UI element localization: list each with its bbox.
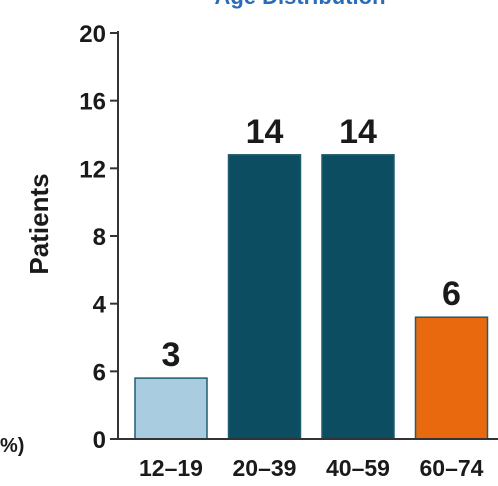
bar-40–59 xyxy=(321,154,395,440)
y-tick-label: 16 xyxy=(79,89,106,116)
x-tick-label: 12–19 xyxy=(139,455,203,481)
x-axis-tick-labels: 12–19 20–39 40–59 60–74 xyxy=(139,455,484,481)
y-axis-ticks: 0 6 4 8 12 16 20 xyxy=(79,21,118,454)
y-tick-label: 20 xyxy=(79,21,106,48)
bar-20–39 xyxy=(227,154,302,440)
data-label: 14 xyxy=(246,113,284,151)
y-tick-label: 8 xyxy=(93,224,106,251)
y-tick-label: 4 xyxy=(93,292,107,319)
y-axis-label: Patients xyxy=(24,173,54,274)
y-tick-label: 12 xyxy=(79,156,106,183)
chart-title: Age Distribution xyxy=(214,0,385,9)
data-label: 6 xyxy=(442,275,461,313)
x-tick-label: 20–39 xyxy=(233,455,297,481)
x-tick-label: 60–74 xyxy=(420,455,484,481)
bar-12–19 xyxy=(134,377,208,440)
y-tick-label: 6 xyxy=(93,359,106,386)
data-label: 14 xyxy=(339,113,377,151)
data-label: 3 xyxy=(162,336,181,374)
x-tick-label: 40–59 xyxy=(326,455,390,481)
data-labels: 3 14 14 6 xyxy=(162,113,461,374)
cropped-label-fragment: %) xyxy=(0,435,24,457)
bars xyxy=(134,154,489,440)
y-tick-label: 0 xyxy=(93,427,106,454)
bar-60–74 xyxy=(414,316,489,440)
